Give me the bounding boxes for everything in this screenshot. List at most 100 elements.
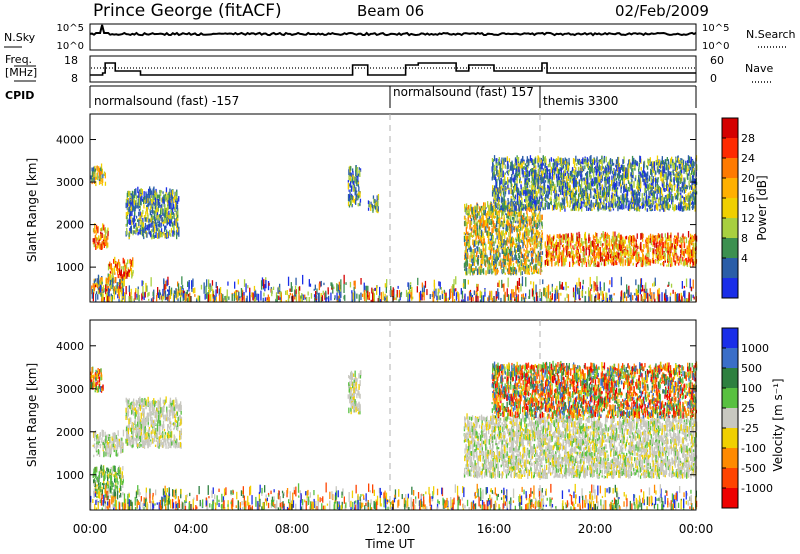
vel-cbar-label-2: 500 xyxy=(741,362,762,375)
cpid-segment-2: normalsound (fast) 157 xyxy=(393,85,534,99)
power-cbar-label-3: 20 xyxy=(741,172,755,185)
velocity-echo-4 xyxy=(125,396,183,449)
velocity-echo-2 xyxy=(92,429,125,458)
cpid-segment-1: normalsound (fast) -157 xyxy=(94,94,239,108)
vel-cbar-swatch-7 xyxy=(722,448,738,469)
cpid-label: CPID xyxy=(5,89,34,102)
freq-left-tick-bottom: 8 xyxy=(71,72,78,85)
velocity-echo-5 xyxy=(347,370,362,415)
vel-cbar-swatch-5 xyxy=(722,408,738,429)
date-title: 02/Feb/2009 xyxy=(615,2,709,20)
freq-unit-label: [MHz] xyxy=(5,66,37,79)
power-echo-9 xyxy=(491,155,698,212)
power-cbar-label-6: 8 xyxy=(741,232,748,245)
cpid-segment-3: themis 3300 xyxy=(543,94,618,108)
x-label-2: 04:00 xyxy=(174,522,209,536)
freq-label: Freq. xyxy=(5,53,32,66)
power-echo-4 xyxy=(107,256,134,280)
vel-cbar-swatch-9 xyxy=(722,488,738,509)
velocity-colorbar: 1000 500 100 25 -25 -100 -500 -1000 xyxy=(721,327,773,509)
velocity-yticks: 4000 3000 2000 1000 xyxy=(56,340,696,482)
vel-cbar-label-6: -100 xyxy=(741,442,766,455)
vel-cbar-label-4: 25 xyxy=(741,402,755,415)
nave-right-tick-bottom: 0 xyxy=(710,72,717,85)
power-cbar-swatch-2 xyxy=(722,138,738,159)
power-echo-7 xyxy=(367,194,380,214)
power-ylabel: Slant Range [km] xyxy=(25,158,39,262)
vel-cbar-swatch-4 xyxy=(722,388,738,409)
velocity-echo-6 xyxy=(463,412,698,480)
noise-right-tick-bottom: 10^0 xyxy=(702,41,729,52)
vel-cbar-label-7: -500 xyxy=(741,462,766,475)
power-yticks-label-4: 1000 xyxy=(56,261,84,274)
power-cbar-swatch-5 xyxy=(722,198,738,219)
vel-cbar-swatch-6 xyxy=(722,428,738,449)
vel-cbar-label-3: 100 xyxy=(741,382,762,395)
power-cbar-swatch-8 xyxy=(722,258,738,279)
power-yticks: 4000 3000 2000 1000 xyxy=(56,134,696,274)
cpid-row: CPID normalsound (fast) -157 normalsound… xyxy=(5,85,697,108)
time-axis: 00:00 04:00 08:00 12:00 16:00 20:00 00:00 xyxy=(73,296,714,536)
velocity-echo-7 xyxy=(491,360,698,419)
power-echo-6 xyxy=(347,165,362,208)
power-cbar-label-1: 28 xyxy=(741,132,755,145)
velocity-colorbar-title: Velocity [m s⁻¹] xyxy=(771,378,785,471)
freq-left-tick-top: 18 xyxy=(64,54,78,67)
power-echo-1 xyxy=(90,163,107,187)
power-cbar-label-7: 4 xyxy=(741,252,748,265)
power-echo-10 xyxy=(544,231,698,268)
power-cbar-swatch-3 xyxy=(722,158,738,179)
power-echo-8 xyxy=(463,201,544,276)
x-label-5: 16:00 xyxy=(477,522,512,536)
power-yticks-label-3: 2000 xyxy=(56,219,84,232)
noise-panel: N.Sky 10^5 10^0 10^5 10^0 N.Search xyxy=(4,23,796,52)
velocity-echo-layer xyxy=(90,360,698,510)
noise-left-tick-top: 10^5 xyxy=(57,23,84,34)
sky-noise-line xyxy=(89,24,697,37)
power-echo-11 xyxy=(91,274,697,302)
freq-panel: Freq. [MHz] 18 8 60 0 Nave xyxy=(5,53,773,85)
vel-cbar-label-5: -25 xyxy=(741,422,759,435)
power-colorbar-title: Power [dB] xyxy=(755,175,769,240)
vel-yticks-label-2: 3000 xyxy=(56,383,84,396)
vel-yticks-label-3: 2000 xyxy=(56,426,84,439)
noise-left-tick-bottom: 10^0 xyxy=(57,41,84,52)
power-cbar-label-4: 16 xyxy=(741,192,755,205)
beam-title: Beam 06 xyxy=(357,2,424,20)
vel-cbar-swatch-8 xyxy=(722,468,738,489)
vel-cbar-label-1: 1000 xyxy=(741,342,769,355)
noise-left-label: N.Sky xyxy=(4,31,36,44)
x-label-1: 00:00 xyxy=(73,522,108,536)
power-yticks-label-2: 3000 xyxy=(56,176,84,189)
x-label-7: 00:00 xyxy=(679,522,714,536)
power-panel: Slant Range [km] 4000 3000 2000 1000 xyxy=(25,113,698,303)
power-cbar-swatch-6 xyxy=(722,218,738,239)
vel-yticks-label-1: 4000 xyxy=(56,340,84,353)
power-cbar-swatch-4 xyxy=(722,178,738,199)
noise-right-tick-top: 10^5 xyxy=(702,23,729,34)
vel-yticks-label-4: 1000 xyxy=(56,469,84,482)
vel-cbar-swatch-2 xyxy=(722,348,738,369)
noise-right-label: N.Search xyxy=(746,28,796,41)
frequency-line xyxy=(90,62,696,76)
power-cbar-label-2: 24 xyxy=(741,152,755,165)
vel-cbar-swatch-1 xyxy=(722,328,738,349)
velocity-panel: Slant Range [km] 4000 3000 2000 1000 xyxy=(25,319,698,511)
xlabel: Time UT xyxy=(364,537,415,551)
velocity-ylabel: Slant Range [km] xyxy=(25,363,39,467)
vel-cbar-swatch-3 xyxy=(722,368,738,389)
vel-cbar-label-8: -1000 xyxy=(741,482,773,495)
velocity-echo-3 xyxy=(92,464,124,499)
power-cbar-label-5: 12 xyxy=(741,212,755,225)
power-cbar-swatch-7 xyxy=(722,238,738,259)
power-yticks-label-1: 4000 xyxy=(56,134,84,147)
velocity-echo-1 xyxy=(90,366,104,393)
velocity-echo-8 xyxy=(90,482,698,510)
power-cbar-swatch-9 xyxy=(722,278,738,299)
power-colorbar: 28 24 20 16 12 8 4 xyxy=(721,117,755,299)
nave-label: Nave xyxy=(745,62,773,75)
power-echo-layer xyxy=(90,155,698,302)
nave-right-tick-top: 60 xyxy=(710,54,724,67)
x-label-3: 08:00 xyxy=(275,522,310,536)
